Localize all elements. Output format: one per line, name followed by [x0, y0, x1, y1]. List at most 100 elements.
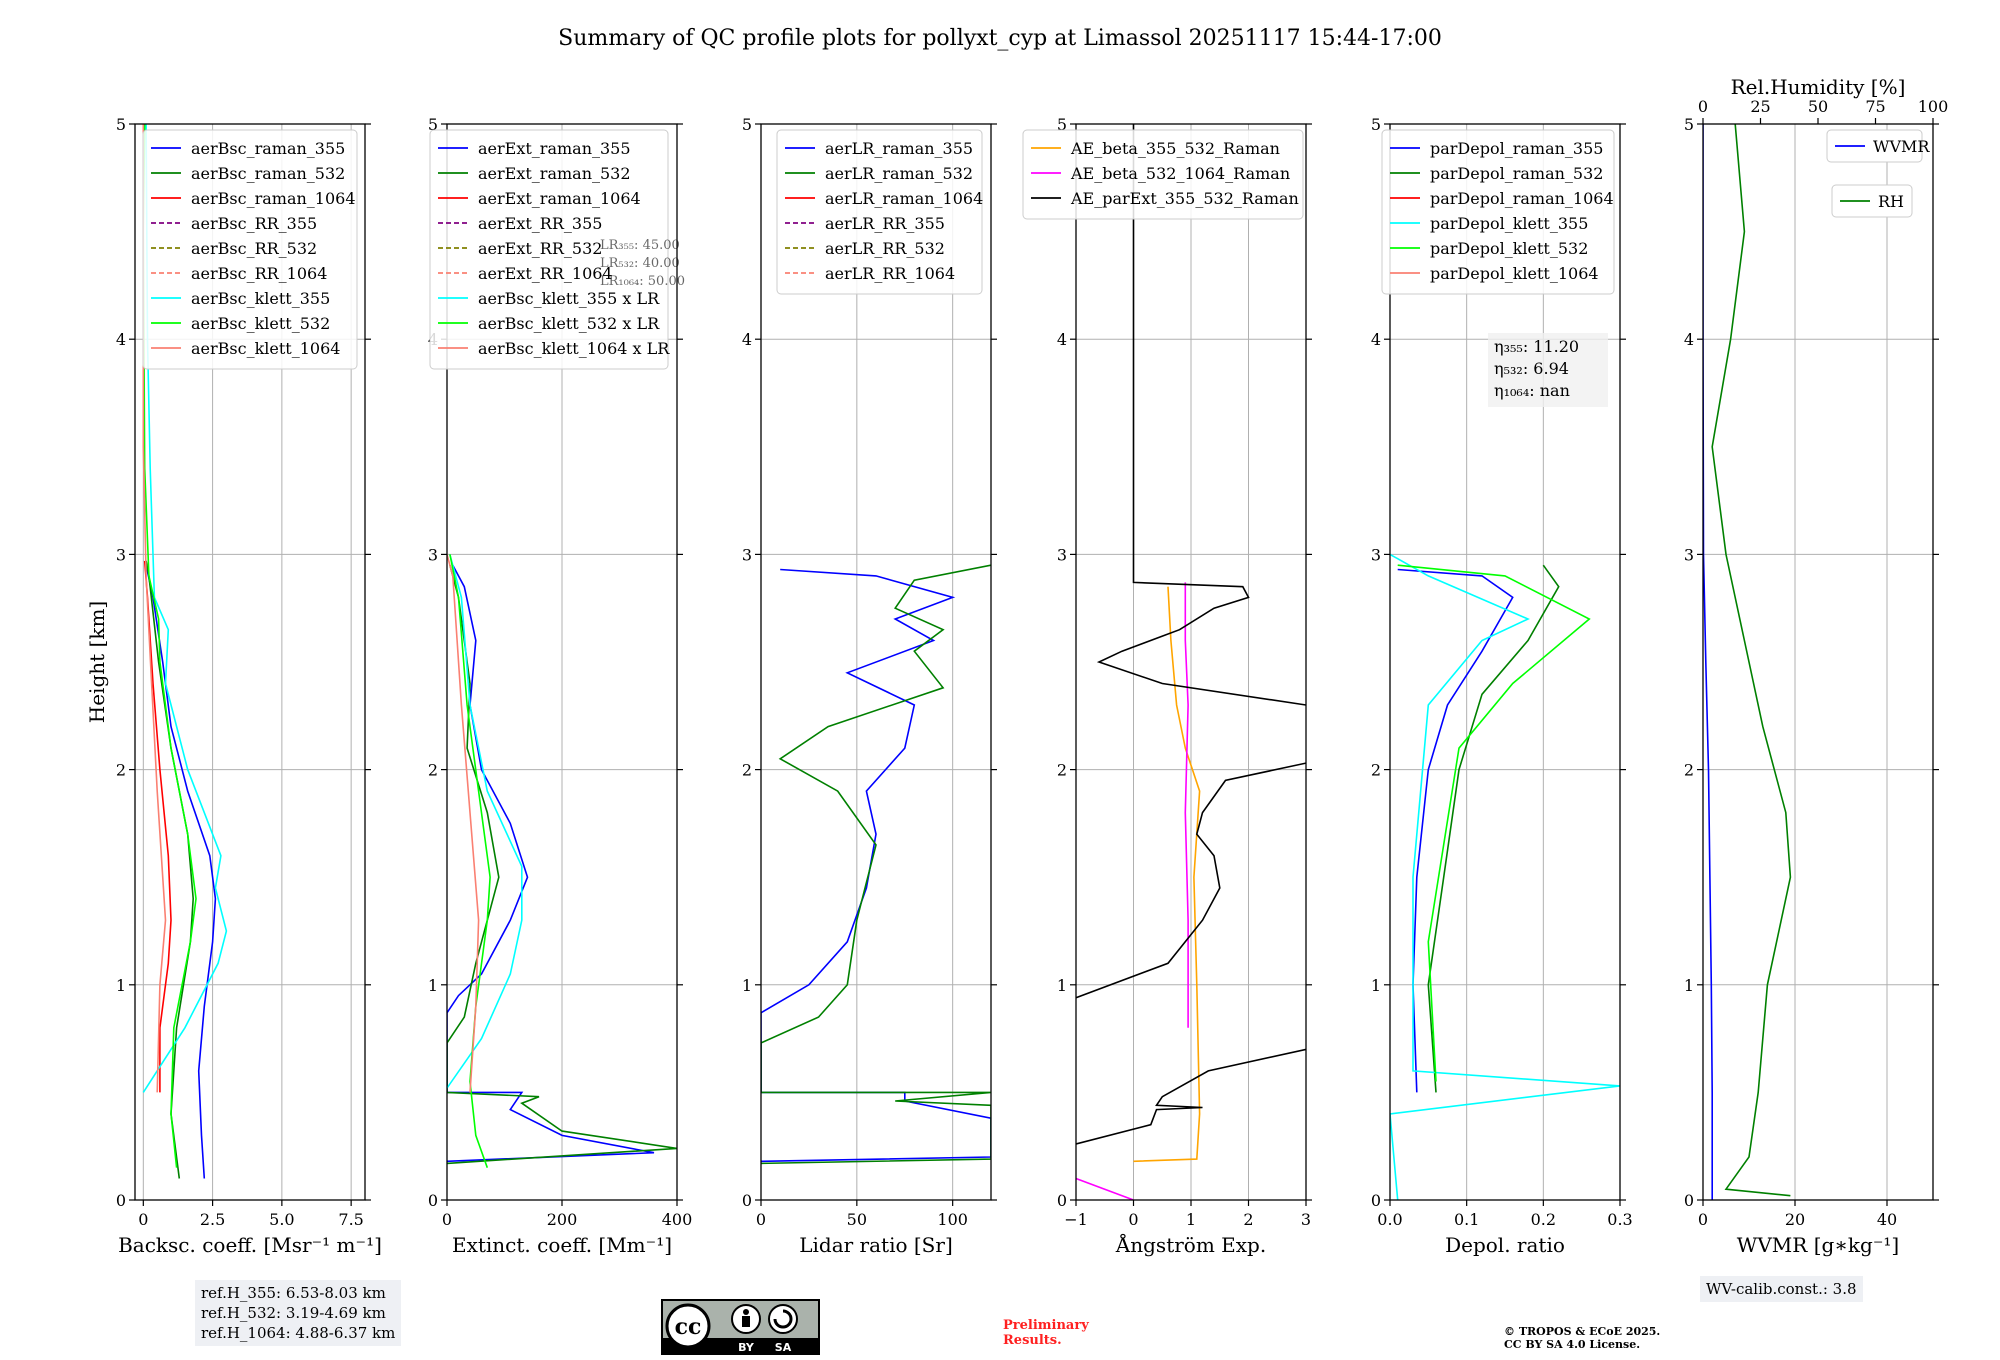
- preliminary-line-1: Preliminary: [1003, 1318, 1089, 1333]
- series-line-aerBsc_raman_355: [145, 565, 217, 1179]
- legend-label: aerExt_raman_532: [478, 164, 631, 183]
- panels-group: 0 2.5 5.0 7.5 0 1 2 3 4 5 Backsc. coeff. [Msr⁻¹ m⁻…: [85, 75, 1948, 1257]
- legend-label: parDepol_raman_532: [1430, 164, 1603, 183]
- legend-label: aerBsc_klett_1064 x LR: [478, 339, 670, 358]
- cc-badge-symbol: cc: [675, 1314, 702, 1340]
- x2-tick-label: 50: [1808, 97, 1828, 116]
- y-tick-label: 1: [1057, 976, 1067, 995]
- x-tick-label: 50: [847, 1210, 867, 1229]
- panel-lr: 0 50 100 0 1 2 3 4 5 Lidar ratio [Sr] aerLR_raman_…: [742, 115, 997, 1257]
- x-tick-label: 0: [1128, 1210, 1138, 1229]
- legend-label: parDepol_klett_1064: [1430, 264, 1599, 283]
- legend-bsc: aerBsc_raman_355 aerBsc_raman_532 aerBsc_r…: [142, 129, 358, 370]
- x-tick-label: 100: [937, 1210, 968, 1229]
- legend-depol: parDepol_raman_355 parDepol_raman_532 parD…: [1381, 129, 1615, 295]
- legend-label: parDepol_klett_532: [1430, 239, 1588, 258]
- series-line-parDepol_klett_532: [1397, 564, 1591, 1082]
- series-line-aerLR_raman_532: [761, 564, 991, 1165]
- y-tick-label: 3: [428, 545, 438, 564]
- annotation-text: LR₅₃₂: 40.00: [600, 256, 680, 271]
- series-line-parDepol_raman_355: [1397, 568, 1514, 1093]
- y-tick-label: 1: [116, 976, 126, 995]
- y-tick-label: 1: [1684, 976, 1694, 995]
- x-tick-label: 7.5: [338, 1210, 363, 1229]
- y-tick-label: 4: [116, 330, 126, 349]
- y-tick-label: 5: [742, 115, 752, 134]
- legend-box: [1381, 129, 1615, 295]
- annotation-depol: η₃₅₅: 11.20 η₅₃₂: 6.94 η₁₀₆₄: nan: [1488, 333, 1608, 407]
- y-tick-label: 3: [116, 545, 126, 564]
- y-tick-label: 5: [1371, 115, 1381, 134]
- annotation-ext: LR₃₅₅: 45.00 LR₅₃₂: 40.00 LR₁₀₆₄: 50.00: [600, 238, 685, 289]
- x-tick-label: 0.3: [1607, 1210, 1632, 1229]
- legend-label: parDepol_raman_355: [1430, 139, 1603, 158]
- legend-label: aerBsc_klett_355: [191, 289, 330, 308]
- ref-h-355: ref.H_355: 6.53-8.03 km: [201, 1284, 386, 1302]
- legend-label: WVMR: [1873, 137, 1930, 156]
- legend-box: [429, 129, 669, 370]
- series-line-AE_parExt_355_532_Raman: [1096, 124, 1306, 706]
- x-axis-label: Backsc. coeff. [Msr⁻¹ m⁻¹]: [118, 1233, 382, 1257]
- x-tick-label: 0: [442, 1210, 452, 1229]
- legend-label: aerLR_RR_355: [825, 214, 945, 233]
- legend-lr: aerLR_raman_355 aerLR_raman_532 aerLR_rama…: [776, 129, 983, 295]
- y-tick-label: 3: [1057, 545, 1067, 564]
- legend-label: aerBsc_raman_355: [191, 139, 345, 158]
- x-axis-label: Lidar ratio [Sr]: [799, 1233, 953, 1257]
- series-line-parDepol_klett_355: [1390, 553, 1620, 1200]
- x-axis-label: Ångström Exp.: [1115, 1232, 1266, 1257]
- axes-frame: [1389, 123, 1621, 1201]
- panel-ext: 0200400012345Extinct. coeff. [Mm⁻¹]aerEx…: [428, 115, 692, 1257]
- legend-label: aerBsc_RR_1064: [191, 264, 327, 283]
- preliminary-line-2: Results.: [1003, 1333, 1062, 1348]
- annotation-text: LR₃₅₅: 45.00: [600, 238, 680, 253]
- series-line-AE_parExt_355_532_Raman_c: [1076, 1048, 1306, 1145]
- x-tick-label: 0.1: [1454, 1210, 1479, 1229]
- y-tick-label: 0: [742, 1191, 752, 1210]
- y-tick-label: 1: [428, 976, 438, 995]
- axes-frame: [760, 123, 992, 1201]
- series-line-AE_beta_532_1064_Raman: [1076, 1177, 1134, 1200]
- series-line-WVMR: [1703, 124, 1713, 1200]
- annotation-text: η₃₅₅: 11.20: [1494, 337, 1579, 356]
- legend-label: aerExt_raman_355: [478, 139, 631, 158]
- legend-ext: aerExt_raman_355 aerExt_raman_532 aerExt_r…: [429, 129, 670, 370]
- cc-badge-sa: SA: [775, 1341, 792, 1354]
- y-tick-label: 1: [1371, 976, 1381, 995]
- x-tick-label: 5.0: [269, 1210, 294, 1229]
- y-tick-label: 0: [1684, 1191, 1694, 1210]
- legend-label: AE_beta_355_532_Raman: [1070, 139, 1280, 158]
- y-tick-label: 0: [428, 1191, 438, 1210]
- wv-calibration-note: WV-calib.const.: 3.8: [1700, 1276, 1863, 1302]
- x-tick-label: 200: [547, 1210, 578, 1229]
- y-tick-label: 1: [742, 976, 752, 995]
- legend-label: AE_parExt_355_532_Raman: [1070, 189, 1299, 208]
- legend-box: [1022, 129, 1304, 220]
- x-tick-label: 3: [1301, 1210, 1311, 1229]
- annotation-box: [1488, 333, 1608, 407]
- cc-badge-by: BY: [738, 1341, 755, 1354]
- x-axis-label: Extinct. coeff. [Mm⁻¹]: [452, 1233, 672, 1257]
- copyright-line-1: © TROPOS & ECoE 2025.: [1504, 1325, 1661, 1338]
- panel-depol: 0.0 0.1 0.2 0.3 0 1 2 3 4 5 Depol. ratio parDepol_r…: [1371, 115, 1633, 1257]
- cc-license-badge: cc BY SA: [661, 1299, 820, 1355]
- legend-label: aerExt_raman_1064: [478, 189, 641, 208]
- ref-h-532: ref.H_532: 3.19-4.69 km: [201, 1304, 386, 1322]
- x-tick-label: 0: [138, 1210, 148, 1229]
- panel-wv: 0 20 40 0 1 2 3 4 5 WVMR [g∗kg⁻¹] 0 25 50 75 100 Rel.Hu…: [1684, 75, 1948, 1257]
- ref-h-1064: ref.H_1064: 4.88-6.37 km: [201, 1324, 396, 1342]
- x-tick-label: 0: [1698, 1210, 1708, 1229]
- y-tick-label: 0: [116, 1191, 126, 1210]
- series-line-parDepol_raman_532: [1427, 564, 1560, 1093]
- x2-tick-label: 100: [1918, 97, 1949, 116]
- x-tick-label: 0: [756, 1210, 766, 1229]
- series-line-aerBsc_klett_532: [142, 124, 197, 1168]
- series-line-aerExt_raman_532: [447, 564, 677, 1165]
- legend-box: [1831, 184, 1913, 218]
- legend-label: aerExt_RR_1064: [478, 264, 613, 283]
- series-line-aerBsc_klett_355 x LR: [447, 554, 523, 1089]
- panel-bsc: 0 2.5 5.0 7.5 0 1 2 3 4 5 Backsc. coeff. [Msr⁻¹ m⁻…: [85, 115, 382, 1257]
- legend-label: aerBsc_RR_532: [191, 239, 317, 258]
